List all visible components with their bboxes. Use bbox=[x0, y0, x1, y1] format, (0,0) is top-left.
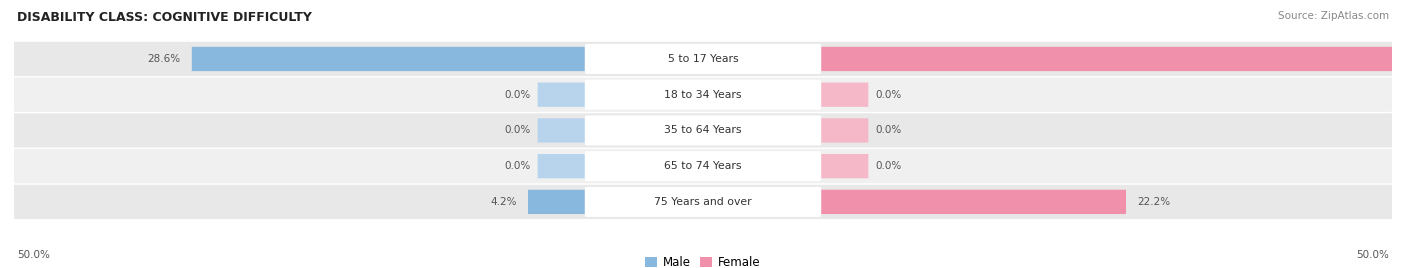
Text: 5 to 17 Years: 5 to 17 Years bbox=[668, 54, 738, 64]
FancyBboxPatch shape bbox=[14, 185, 1392, 219]
FancyBboxPatch shape bbox=[537, 83, 586, 107]
FancyBboxPatch shape bbox=[585, 187, 821, 217]
Text: 0.0%: 0.0% bbox=[505, 161, 531, 171]
Text: 65 to 74 Years: 65 to 74 Years bbox=[664, 161, 742, 171]
Text: 0.0%: 0.0% bbox=[875, 161, 901, 171]
FancyBboxPatch shape bbox=[537, 118, 586, 143]
Text: 50.0%: 50.0% bbox=[17, 250, 49, 260]
FancyBboxPatch shape bbox=[820, 190, 1126, 214]
Text: 35 to 64 Years: 35 to 64 Years bbox=[664, 125, 742, 135]
FancyBboxPatch shape bbox=[585, 151, 821, 181]
FancyBboxPatch shape bbox=[820, 47, 1406, 71]
FancyBboxPatch shape bbox=[820, 154, 869, 178]
Text: 28.6%: 28.6% bbox=[148, 54, 181, 64]
Text: 18 to 34 Years: 18 to 34 Years bbox=[664, 90, 742, 100]
FancyBboxPatch shape bbox=[585, 44, 821, 74]
FancyBboxPatch shape bbox=[191, 47, 586, 71]
FancyBboxPatch shape bbox=[14, 77, 1392, 112]
Text: 0.0%: 0.0% bbox=[505, 90, 531, 100]
Text: 0.0%: 0.0% bbox=[875, 90, 901, 100]
Legend: Male, Female: Male, Female bbox=[641, 251, 765, 268]
Text: 0.0%: 0.0% bbox=[875, 125, 901, 135]
Text: 22.2%: 22.2% bbox=[1137, 197, 1170, 207]
FancyBboxPatch shape bbox=[529, 190, 586, 214]
Text: DISABILITY CLASS: COGNITIVE DIFFICULTY: DISABILITY CLASS: COGNITIVE DIFFICULTY bbox=[17, 11, 312, 24]
FancyBboxPatch shape bbox=[585, 80, 821, 110]
Text: Source: ZipAtlas.com: Source: ZipAtlas.com bbox=[1278, 11, 1389, 21]
FancyBboxPatch shape bbox=[820, 118, 869, 143]
Text: 0.0%: 0.0% bbox=[505, 125, 531, 135]
Text: 50.0%: 50.0% bbox=[1357, 250, 1389, 260]
FancyBboxPatch shape bbox=[14, 149, 1392, 183]
FancyBboxPatch shape bbox=[585, 116, 821, 146]
Text: 4.2%: 4.2% bbox=[491, 197, 517, 207]
Text: 75 Years and over: 75 Years and over bbox=[654, 197, 752, 207]
FancyBboxPatch shape bbox=[14, 113, 1392, 148]
FancyBboxPatch shape bbox=[820, 83, 869, 107]
FancyBboxPatch shape bbox=[14, 42, 1392, 76]
FancyBboxPatch shape bbox=[537, 154, 586, 178]
